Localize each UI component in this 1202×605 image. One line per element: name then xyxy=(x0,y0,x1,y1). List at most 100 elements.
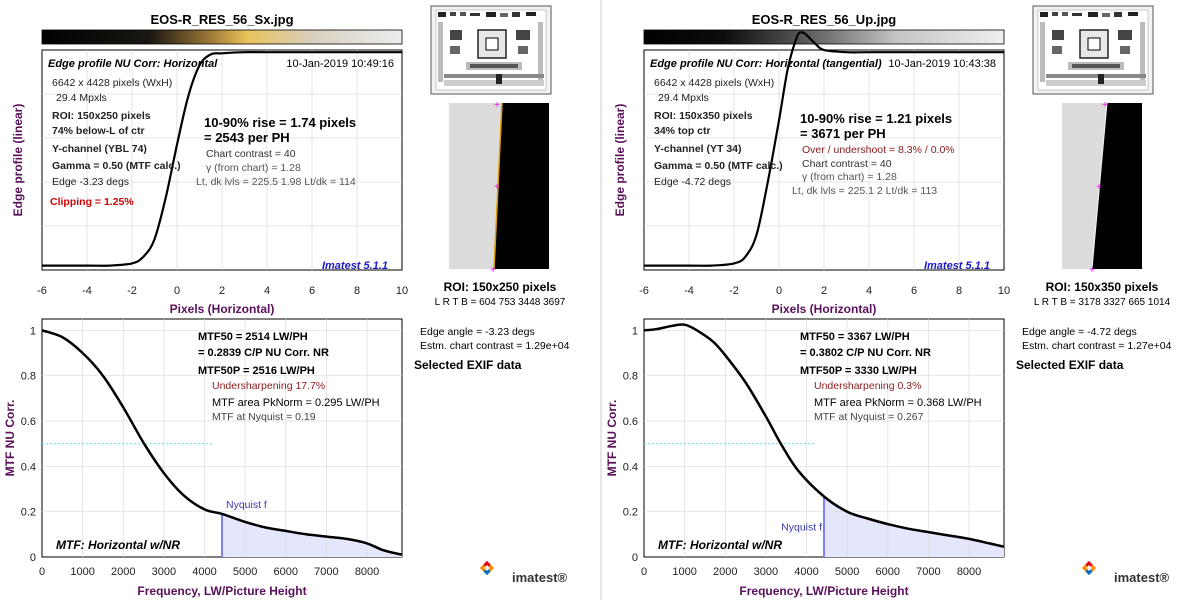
mtf-xtick-label: 5000 xyxy=(233,566,257,578)
info-gamma: Gamma = 0.50 (MTF calc.) xyxy=(52,160,181,172)
mtf-curve xyxy=(643,323,1005,549)
rise-value: 10-90% rise = 1.74 pixels xyxy=(204,115,356,130)
estimated-chart-contrast: Estm. chart contrast = 1.27e+04 xyxy=(1022,340,1172,352)
mtf-xlabel: Frequency, LW/Picture Height xyxy=(739,584,908,598)
mtf-curve xyxy=(41,329,403,556)
edge-xtick-label: 0 xyxy=(174,285,180,297)
mtf-xtick-label: 8000 xyxy=(355,566,379,578)
edge-profile-curve xyxy=(42,51,402,267)
info-channel: Y-channel (YBL 74) xyxy=(52,143,147,155)
file-title: EOS-R_RES_56_Sx.jpg xyxy=(150,12,293,27)
edge-xtick-label: 4 xyxy=(866,285,872,297)
mtf-grid xyxy=(644,319,1004,557)
nyquist-region-fill xyxy=(824,496,1004,557)
svg-text:+: + xyxy=(494,100,500,111)
mtf-caption: MTF: Horizontal w/NR xyxy=(56,538,180,552)
mtf-xtick-label: 0 xyxy=(39,566,45,578)
edge-xtick-label: -4 xyxy=(82,285,92,297)
mtf-ytick-label: 0.4 xyxy=(21,461,36,473)
edge-xlabel: Pixels (Horizontal) xyxy=(170,302,275,316)
edge-profile-curve xyxy=(644,31,1004,267)
mtf-xtick-label: 4000 xyxy=(192,566,216,578)
nyquist-label: Nyquist f xyxy=(781,521,822,533)
info-edge-angle: Edge -3.23 degs xyxy=(52,176,129,188)
edge-ticks: -6 -4 -2 0 2 4 6 8 10 xyxy=(37,285,408,297)
edge-xtick-label: -2 xyxy=(729,285,739,297)
mtf-ytick-label: 0.6 xyxy=(21,416,36,428)
mtf50p-value: MTF50P = 3330 LW/PH xyxy=(800,365,917,377)
gamma-from-chart: γ (from chart) = 1.28 xyxy=(802,171,897,183)
info-channel: Y-channel (YT 34) xyxy=(654,143,742,155)
mtf-ytick-label: 1 xyxy=(30,325,36,337)
mtf-xlabel: Frequency, LW/Picture Height xyxy=(137,584,306,598)
edge-xtick-label: -4 xyxy=(684,285,694,297)
mtf50-value: MTF50 = 3367 LW/PH xyxy=(800,331,910,343)
mtf-xtick-label: 2000 xyxy=(713,566,737,578)
rise-per-ph: = 2543 per PH xyxy=(204,130,290,145)
mtf-xtick-label: 1000 xyxy=(672,566,696,578)
mtf-xtick-label: 1000 xyxy=(70,566,94,578)
mtf-ytick-label: 0.4 xyxy=(623,461,638,473)
edge-xtick-label: 8 xyxy=(956,285,962,297)
roi-bounds: L R T B = 3178 3327 665 1014 xyxy=(1034,297,1171,308)
file-title: EOS-R_RES_56_Up.jpg xyxy=(752,12,897,27)
mtf50p-value: MTF50P = 2516 LW/PH xyxy=(198,365,315,377)
edge-xtick-label: 4 xyxy=(264,285,270,297)
mtf-ticks: 0 1000 2000 3000 4000 5000 6000 7000 8000 0 0.2 0.4… xyxy=(623,325,982,578)
mtf-ytick-label: 1 xyxy=(632,325,638,337)
roi-label: ROI: 150x250 pixels xyxy=(444,280,557,294)
mtf-ticks: 0 1000 2000 3000 4000 5000 6000 7000 8000 0 0.2 0.4… xyxy=(21,325,380,578)
info-clipping: Clipping = 1.25% xyxy=(50,196,134,208)
mtf-ytick-label: 0.6 xyxy=(623,416,638,428)
mtf-area: MTF area PkNorm = 0.295 LW/PH xyxy=(212,397,380,409)
svg-text:+: + xyxy=(1096,182,1102,193)
info-gamma: Gamma = 0.50 (MTF calc.) xyxy=(654,160,783,172)
imatest-version: Imatest 5.1.1 xyxy=(322,260,388,272)
mtf-xtick-label: 8000 xyxy=(957,566,981,578)
info-edge-angle: Edge -4.72 degs xyxy=(654,176,731,188)
gray-scale-strip xyxy=(643,29,1005,45)
mtf-ytick-label: 0.2 xyxy=(21,507,36,519)
mtf-ytick-label: 0.8 xyxy=(21,371,36,383)
mtf-ytick-label: 0.8 xyxy=(623,371,638,383)
analysis-figure-left: EOS-R_RES_56_Sx.jpg -6 -4 -2 0 2 4 6 8 10 Edge p… xyxy=(3,5,570,598)
mtf-xtick-label: 6000 xyxy=(876,566,900,578)
gray-scale-strip xyxy=(41,29,403,45)
mtf-ylabel: MTF NU Corr. xyxy=(605,400,619,477)
imatest-logo-text: imatest® xyxy=(512,570,568,585)
mtf-xtick-label: 4000 xyxy=(794,566,818,578)
info-roi: ROI: 150x250 pixels xyxy=(52,110,151,122)
svg-text:+: + xyxy=(1102,100,1108,111)
mtf-xtick-label: 7000 xyxy=(916,566,940,578)
rise-per-ph: = 3671 per PH xyxy=(800,126,886,141)
roi-image: + + + xyxy=(1062,100,1142,276)
exif-label: Selected EXIF data xyxy=(414,358,522,372)
test-chart-thumbnail xyxy=(430,5,552,95)
info-dimensions: 6642 x 4428 pixels (WxH) xyxy=(654,77,774,89)
edge-ylabel: Edge profile (linear) xyxy=(11,104,25,217)
edge-xtick-label: 2 xyxy=(821,285,827,297)
analysis-figure-right: EOS-R_RES_56_Up.jpg -6 -4 -2 0 2 4 6 8 10 Edge p… xyxy=(605,5,1172,598)
roi-image: + + + xyxy=(449,100,549,276)
edge-plot-timestamp: 10-Jan-2019 10:49:16 xyxy=(286,58,394,70)
mtf-xtick-label: 6000 xyxy=(274,566,298,578)
svg-text:+: + xyxy=(1089,265,1095,276)
info-roi: ROI: 150x350 pixels xyxy=(654,110,753,122)
edge-ticks: -6 -4 -2 0 2 4 6 8 10 xyxy=(639,285,1010,297)
edge-ylabel: Edge profile (linear) xyxy=(613,104,627,217)
edge-xtick-label: -6 xyxy=(37,285,47,297)
svg-text:+: + xyxy=(494,182,500,193)
edge-xtick-label: 6 xyxy=(309,285,315,297)
edge-xtick-label: 10 xyxy=(998,285,1010,297)
rise-value: 10-90% rise = 1.21 pixels xyxy=(800,111,952,126)
gamma-from-chart: γ (from chart) = 1.28 xyxy=(206,162,301,174)
test-chart-thumbnail xyxy=(1032,5,1154,95)
sharpening-info: Undersharpening 17.7% xyxy=(212,380,325,392)
edge-plot-title: Edge profile NU Corr: Horizontal xyxy=(48,58,218,70)
info-roi-location: 74% below-L of ctr xyxy=(52,125,145,137)
edge-xlabel: Pixels (Horizontal) xyxy=(772,302,877,316)
chart-contrast: Chart contrast = 40 xyxy=(206,148,296,160)
edge-xtick-label: 6 xyxy=(911,285,917,297)
imatest-logo-text: imatest® xyxy=(1114,570,1170,585)
info-megapixels: 29.4 Mpxls xyxy=(56,92,107,104)
